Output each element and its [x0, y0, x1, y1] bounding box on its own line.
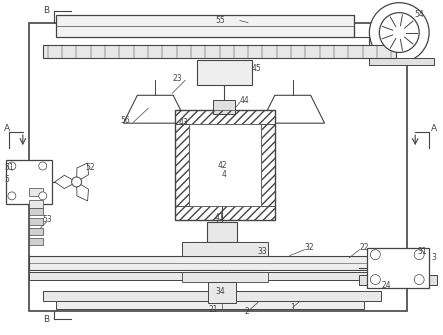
Bar: [29, 228, 43, 235]
Text: 44: 44: [240, 96, 250, 105]
Text: 52: 52: [85, 163, 95, 173]
Text: B: B: [43, 6, 49, 15]
Bar: [175, 110, 275, 124]
Text: 33: 33: [258, 247, 268, 256]
Text: 5: 5: [4, 176, 9, 185]
Bar: [175, 206, 275, 220]
Bar: [29, 22, 407, 312]
Bar: [367, 248, 429, 287]
Circle shape: [414, 250, 424, 260]
Bar: [43, 45, 396, 58]
Text: 24: 24: [381, 281, 391, 290]
Text: 51: 51: [4, 163, 14, 173]
Circle shape: [8, 162, 16, 170]
Text: A: A: [431, 124, 437, 133]
Text: 41: 41: [215, 213, 225, 222]
Text: 45: 45: [252, 64, 262, 73]
Bar: [56, 302, 365, 310]
Bar: [182, 242, 268, 256]
Circle shape: [370, 275, 381, 284]
Text: 31: 31: [417, 247, 427, 256]
Bar: [175, 110, 275, 220]
Bar: [197, 60, 252, 85]
Text: B: B: [43, 315, 49, 324]
Bar: [29, 208, 43, 215]
Bar: [182, 272, 268, 281]
Circle shape: [379, 13, 419, 53]
Bar: [175, 124, 189, 206]
Circle shape: [39, 162, 47, 170]
Text: 34: 34: [215, 287, 225, 296]
Bar: [359, 275, 437, 284]
Text: 56: 56: [120, 116, 130, 125]
Polygon shape: [77, 182, 89, 201]
Text: 32: 32: [305, 243, 314, 252]
Text: 55: 55: [215, 16, 225, 25]
Bar: [208, 281, 236, 304]
Text: 1: 1: [290, 303, 295, 312]
Bar: [29, 200, 43, 208]
Text: 23: 23: [172, 74, 182, 83]
Text: 43: 43: [178, 118, 188, 127]
Bar: [213, 100, 235, 114]
Text: 2: 2: [245, 307, 250, 316]
Polygon shape: [77, 163, 89, 182]
Circle shape: [414, 275, 424, 284]
Text: 42: 42: [218, 160, 228, 170]
Text: 54: 54: [414, 10, 424, 19]
Bar: [29, 218, 43, 225]
Circle shape: [370, 250, 381, 260]
Text: A: A: [4, 124, 10, 133]
Bar: [56, 15, 354, 37]
Bar: [29, 272, 407, 279]
Bar: [29, 188, 43, 196]
Bar: [43, 291, 381, 302]
Circle shape: [8, 192, 16, 200]
Bar: [207, 222, 237, 242]
Text: 22: 22: [359, 243, 369, 252]
Bar: [6, 160, 52, 204]
Bar: [261, 124, 275, 206]
Bar: [29, 238, 43, 245]
Polygon shape: [261, 95, 325, 123]
Text: 4: 4: [222, 171, 227, 180]
Text: 3: 3: [431, 253, 436, 262]
Polygon shape: [124, 95, 187, 123]
Text: 21: 21: [208, 305, 218, 314]
Bar: [29, 256, 407, 270]
Bar: [369, 58, 434, 65]
Circle shape: [39, 192, 47, 200]
Circle shape: [369, 3, 429, 62]
Polygon shape: [54, 175, 77, 189]
Bar: [189, 124, 261, 206]
Text: 53: 53: [43, 215, 52, 224]
Circle shape: [72, 177, 82, 187]
